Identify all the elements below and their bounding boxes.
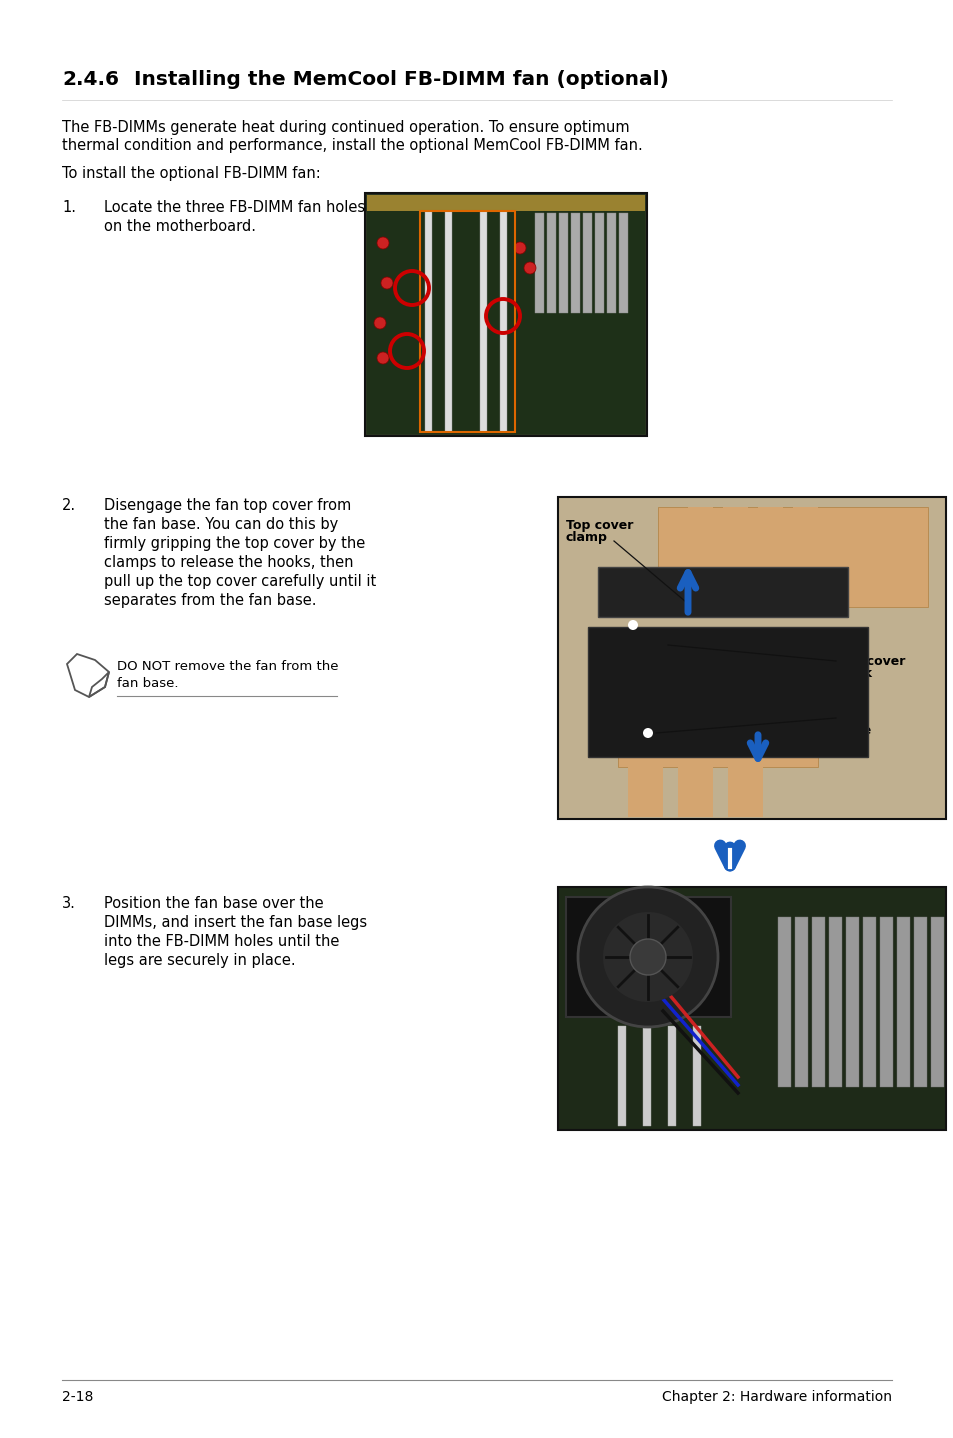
Bar (627, 762, 662, 817)
Bar (571, 213, 579, 313)
Text: Position the fan base over the: Position the fan base over the (104, 896, 323, 912)
Bar (828, 917, 841, 1087)
Bar (658, 508, 927, 607)
Bar (845, 917, 858, 1087)
Text: on the motherboard.: on the motherboard. (104, 219, 255, 234)
Text: DO NOT remove the fan from the: DO NOT remove the fan from the (117, 660, 338, 673)
Bar (365, 193, 646, 436)
Circle shape (629, 939, 665, 975)
Bar (424, 211, 432, 431)
Circle shape (523, 262, 536, 275)
Bar (727, 762, 762, 817)
Text: clamp: clamp (565, 531, 607, 544)
Bar (367, 196, 644, 434)
Text: Chapter 2: Hardware information: Chapter 2: Hardware information (661, 1391, 891, 1403)
Circle shape (380, 278, 393, 289)
Text: thermal condition and performance, install the optional MemCool FB-DIMM fan.: thermal condition and performance, insta… (62, 138, 642, 152)
Bar (479, 211, 486, 431)
Text: 2.: 2. (62, 498, 76, 513)
Text: To install the optional FB-DIMM fan:: To install the optional FB-DIMM fan: (62, 165, 320, 181)
Text: Fan: Fan (837, 712, 862, 725)
Text: Disengage the fan top cover from: Disengage the fan top cover from (104, 498, 351, 513)
Bar (598, 567, 847, 617)
Bar (794, 917, 807, 1087)
Text: legs are securely in place.: legs are securely in place. (104, 953, 295, 968)
Bar (587, 627, 867, 756)
Text: hook: hook (837, 667, 871, 680)
Bar (444, 211, 452, 431)
Text: into the FB-DIMM holes until the: into the FB-DIMM holes until the (104, 935, 339, 949)
Bar (367, 196, 644, 211)
Text: Top cover: Top cover (565, 519, 633, 532)
Bar (642, 1025, 650, 1126)
Bar (879, 917, 892, 1087)
Bar (618, 213, 627, 313)
Bar (595, 213, 603, 313)
Circle shape (578, 887, 718, 1027)
Bar (618, 1025, 625, 1126)
Text: base: base (837, 723, 870, 738)
Circle shape (376, 237, 389, 249)
Bar (722, 508, 747, 557)
Text: 3.: 3. (62, 896, 76, 912)
Bar (565, 897, 730, 1017)
Bar (546, 213, 556, 313)
Circle shape (376, 352, 389, 364)
Text: the fan base. You can do this by: the fan base. You can do this by (104, 518, 338, 532)
Bar (913, 917, 926, 1087)
Bar (618, 718, 817, 766)
Bar (558, 887, 945, 1130)
Circle shape (602, 912, 692, 1002)
Bar (419, 211, 515, 431)
Bar (778, 917, 790, 1087)
Text: 2.4.6: 2.4.6 (62, 70, 119, 89)
Text: Installing the MemCool FB-DIMM fan (optional): Installing the MemCool FB-DIMM fan (opti… (133, 70, 668, 89)
Bar (558, 213, 567, 313)
Bar (606, 213, 616, 313)
Circle shape (642, 728, 652, 738)
Text: Locate the three FB-DIMM fan holes: Locate the three FB-DIMM fan holes (104, 200, 365, 216)
Bar (811, 917, 824, 1087)
Bar (792, 508, 817, 557)
Bar (582, 213, 592, 313)
Text: fan base.: fan base. (117, 677, 178, 690)
Text: clamps to release the hooks, then: clamps to release the hooks, then (104, 555, 354, 569)
Text: 1.: 1. (62, 200, 76, 216)
Text: The FB-DIMMs generate heat during continued operation. To ensure optimum: The FB-DIMMs generate heat during contin… (62, 119, 629, 135)
Bar (687, 508, 712, 557)
Bar (535, 213, 543, 313)
Bar (758, 508, 782, 557)
Bar (862, 917, 875, 1087)
Bar (896, 917, 909, 1087)
Circle shape (374, 316, 386, 329)
Circle shape (514, 242, 525, 255)
Bar (678, 762, 712, 817)
Text: pull up the top cover carefully until it: pull up the top cover carefully until it (104, 574, 375, 590)
Text: separates from the fan base.: separates from the fan base. (104, 592, 316, 608)
Bar (667, 1025, 676, 1126)
Bar (499, 211, 506, 431)
Bar (930, 917, 943, 1087)
Text: Top cover: Top cover (837, 654, 904, 669)
Text: firmly gripping the top cover by the: firmly gripping the top cover by the (104, 536, 365, 551)
Text: 2-18: 2-18 (62, 1391, 93, 1403)
Bar (558, 498, 945, 820)
Text: DIMMs, and insert the fan base legs: DIMMs, and insert the fan base legs (104, 915, 367, 930)
Bar (692, 1025, 700, 1126)
Circle shape (627, 620, 638, 630)
